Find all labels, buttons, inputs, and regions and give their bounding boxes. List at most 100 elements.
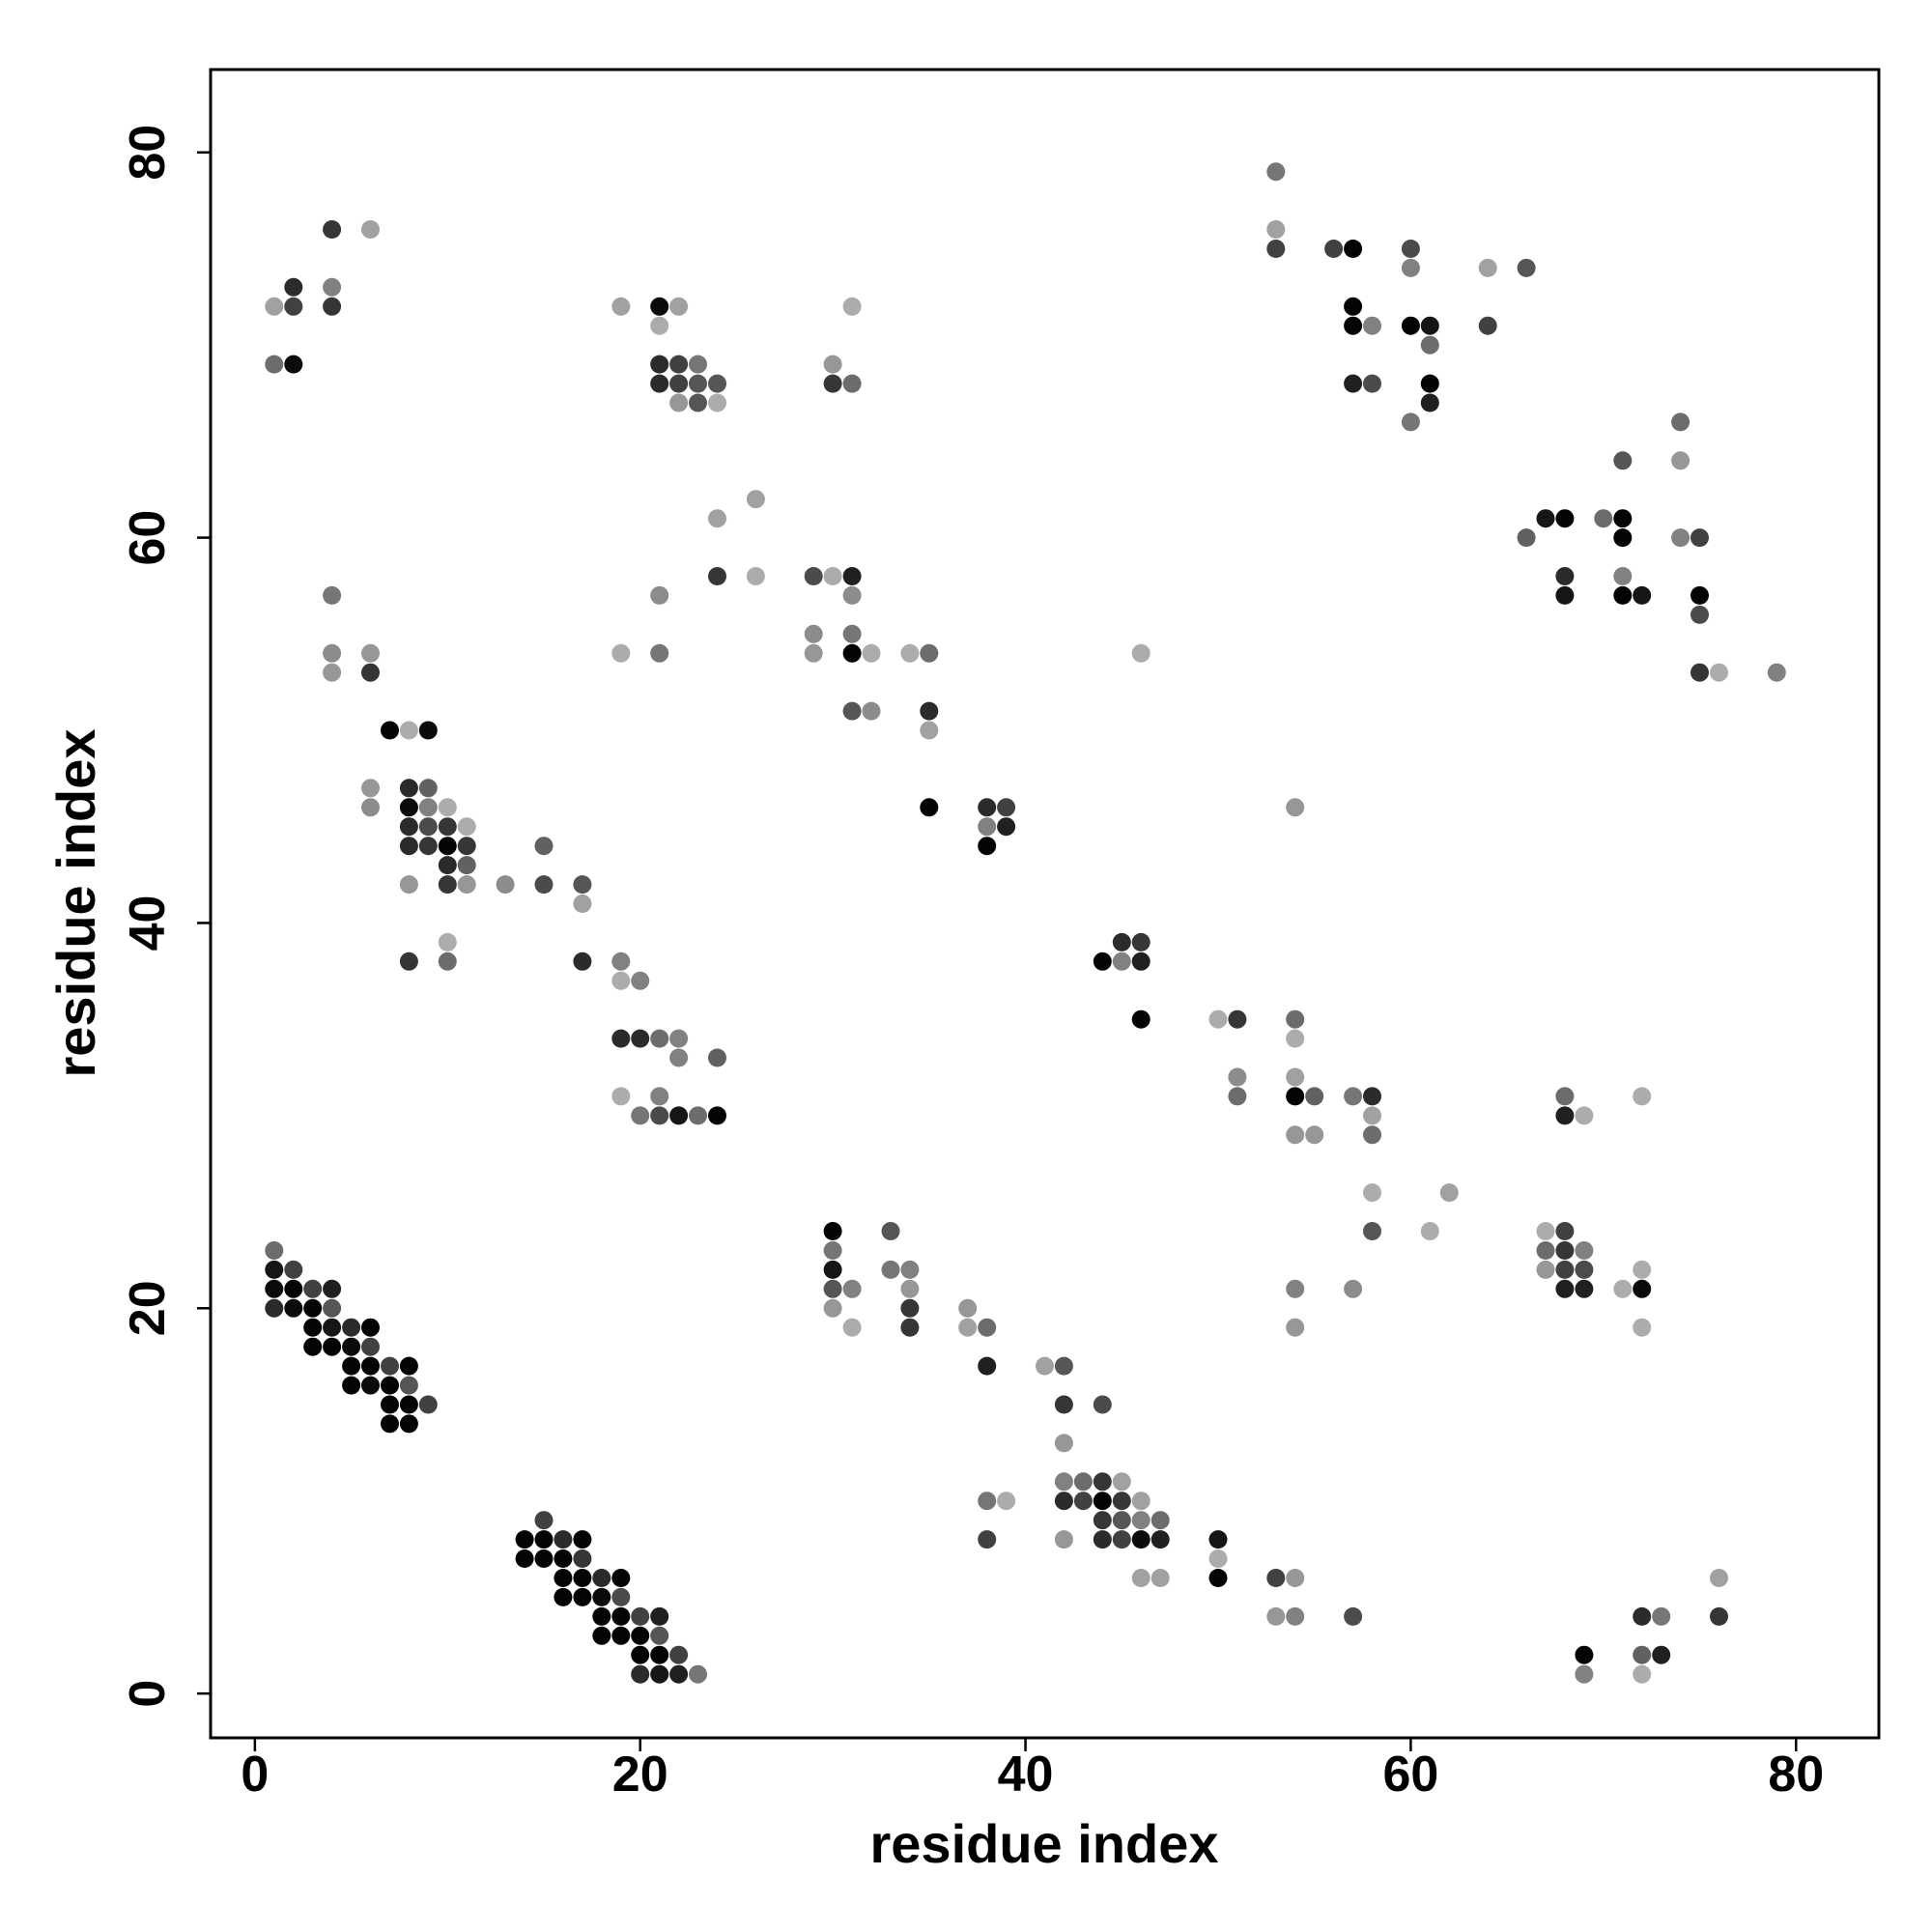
data-point: [1286, 1606, 1305, 1626]
x-tick-label: 40: [998, 1747, 1054, 1803]
data-point: [361, 798, 380, 817]
data-point: [399, 1376, 418, 1395]
data-point: [515, 1530, 534, 1549]
data-point: [650, 1087, 669, 1106]
data-point: [631, 1029, 650, 1048]
data-point: [1613, 451, 1633, 470]
data-point: [997, 798, 1016, 817]
data-point: [438, 875, 457, 895]
data-point: [708, 567, 726, 585]
y-axis-title: residue index: [45, 728, 106, 1077]
data-point: [381, 1395, 399, 1414]
data-point: [1151, 1530, 1170, 1549]
data-point: [958, 1298, 978, 1318]
data-point: [997, 1492, 1016, 1511]
data-point: [554, 1530, 573, 1549]
data-point: [1401, 240, 1420, 258]
data-point: [418, 837, 438, 856]
data-point: [1633, 1279, 1652, 1298]
data-point: [611, 297, 631, 316]
data-point: [842, 297, 862, 316]
data-point: [746, 567, 765, 585]
data-point: [342, 1318, 361, 1337]
data-point: [361, 1337, 380, 1356]
points-layer: [265, 162, 1786, 1684]
data-point: [1420, 1222, 1439, 1240]
data-point: [689, 393, 707, 412]
data-point: [708, 509, 726, 528]
data-point: [1344, 1279, 1363, 1298]
data-point: [1671, 528, 1690, 548]
data-point: [823, 567, 842, 585]
data-point: [978, 1356, 997, 1376]
data-point: [1633, 585, 1652, 605]
data-point: [823, 355, 842, 374]
data-point: [1208, 1009, 1228, 1029]
data-point: [631, 1645, 650, 1664]
data-point: [1575, 1279, 1594, 1298]
data-point: [611, 1606, 631, 1626]
data-point: [631, 1626, 650, 1645]
data-point: [978, 798, 997, 817]
data-point: [611, 643, 631, 663]
data-point: [1131, 1511, 1151, 1530]
data-point: [534, 837, 554, 856]
data-point: [438, 856, 457, 875]
data-point: [1710, 1606, 1728, 1626]
data-point: [1536, 1241, 1555, 1260]
data-point: [842, 643, 862, 663]
x-tick-label: 0: [241, 1747, 269, 1803]
data-point: [361, 779, 380, 798]
data-point: [399, 798, 418, 817]
data-point: [457, 817, 476, 837]
data-point: [381, 721, 399, 740]
data-point: [1286, 798, 1305, 817]
data-point: [1555, 509, 1575, 528]
data-point: [361, 643, 380, 663]
data-point: [1401, 412, 1420, 432]
data-point: [689, 1106, 707, 1125]
data-point: [900, 1298, 920, 1318]
data-point: [611, 1029, 631, 1048]
data-point: [1633, 1606, 1652, 1626]
y-tick-label: 20: [120, 1280, 176, 1336]
data-point: [631, 1664, 650, 1684]
x-tick-label: 20: [612, 1747, 668, 1803]
data-point: [1401, 316, 1420, 335]
data-point: [284, 1260, 303, 1279]
data-point: [1131, 1009, 1151, 1029]
data-point: [1575, 1241, 1594, 1260]
data-point: [1093, 1472, 1112, 1492]
data-point: [265, 1298, 284, 1318]
data-point: [573, 895, 592, 913]
data-point: [399, 875, 418, 895]
data-point: [399, 1356, 418, 1376]
data-point: [1555, 1260, 1575, 1279]
data-point: [342, 1376, 361, 1395]
data-point: [323, 220, 342, 239]
data-point: [669, 1106, 689, 1125]
data-point: [573, 875, 592, 895]
data-point: [1036, 1356, 1054, 1376]
data-point: [1286, 1279, 1305, 1298]
data-point: [881, 1222, 900, 1240]
data-point: [1266, 1606, 1286, 1626]
data-point: [381, 1414, 399, 1434]
data-point: [534, 875, 554, 895]
data-point: [1420, 374, 1439, 393]
data-point: [1536, 509, 1555, 528]
x-axis: 0 20 40 60 80: [241, 1738, 1824, 1803]
data-point: [611, 1626, 631, 1645]
data-point: [457, 875, 476, 895]
data-point: [381, 1356, 399, 1376]
data-point: [1613, 528, 1633, 548]
data-point: [1536, 1222, 1555, 1240]
data-point: [1208, 1530, 1228, 1549]
data-point: [399, 817, 418, 837]
data-point: [669, 1664, 689, 1684]
data-point: [573, 1587, 592, 1606]
data-point: [1151, 1569, 1170, 1587]
data-point: [1054, 1492, 1073, 1511]
x-tick-label: 80: [1768, 1747, 1824, 1803]
data-point: [1652, 1645, 1671, 1664]
